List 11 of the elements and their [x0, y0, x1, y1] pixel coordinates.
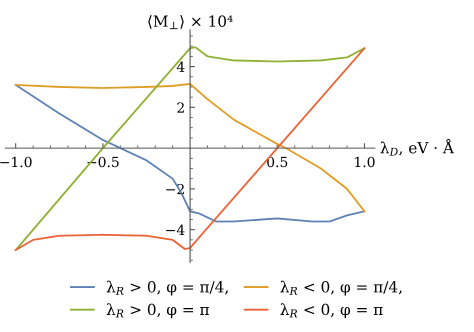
legend-label: λ$_{R}$ < 0, φ = π/4,	[280, 280, 402, 296]
x-tick-label: −1.0	[0, 156, 32, 168]
x-axis-title: λ$_{D}$, eV · Å	[380, 139, 454, 156]
x-tick-label: 1.0	[355, 156, 375, 168]
legend-label: λ$_{R}$ < 0, φ = π	[280, 303, 383, 318]
legend-label: λ$_{R}$ > 0, φ = π	[106, 303, 209, 318]
legend-label: λ$_{R}$ > 0, φ = π/4,	[106, 280, 228, 296]
y-axis-title: ⟨M$_{⊥}$⟩ × 10⁴	[148, 15, 233, 30]
y-tick-label: −4	[166, 224, 185, 235]
y-tick-label: 4	[176, 62, 185, 72]
y-tick-label: 2	[177, 102, 184, 113]
